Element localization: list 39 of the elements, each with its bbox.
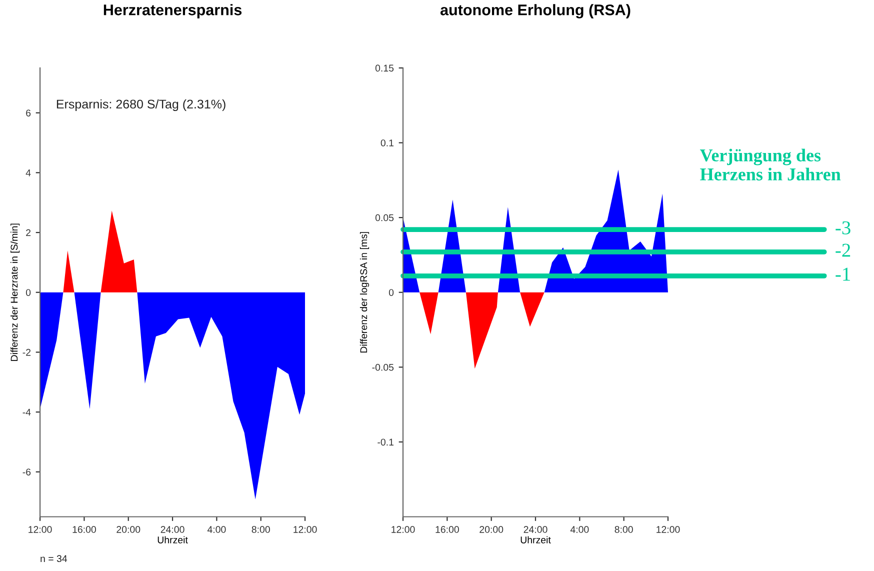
x-tick-label: 16:00 (436, 526, 459, 533)
annotation: Ersparnis: 2680 S/Tag (2.31%) (56, 99, 226, 112)
y-axis-title: Differenz der logRSA in [ms] (360, 232, 370, 353)
x-tick-label: 4:00 (570, 526, 589, 533)
text: n = 34 (40, 555, 68, 562)
y-tick-label: 0 (388, 289, 394, 296)
text: -3 (836, 221, 850, 234)
x-tick-label: 12:00 (392, 526, 415, 533)
x-axis-title: Uhrzeit (520, 536, 551, 544)
x-tick-label: 20:00 (480, 526, 504, 533)
text: -2 (836, 244, 850, 257)
x-tick-label: 8:00 (252, 526, 270, 533)
y-tick-label: -0.1 (378, 438, 394, 446)
chart-title: autonome Erholung (RSA) (440, 4, 630, 18)
x-tick-label: 8:00 (614, 526, 633, 533)
y-tick-label: 2 (26, 229, 31, 236)
y-tick-label: 0.1 (380, 139, 394, 146)
y-tick-label: -6 (22, 468, 31, 476)
y-tick-label: 6 (26, 110, 31, 116)
x-tick-label: 12:00 (294, 526, 317, 533)
x-tick-label: 24:00 (160, 526, 184, 533)
chart-title: Herzratenersparnis (104, 4, 242, 18)
x-tick-label: 16:00 (72, 526, 96, 533)
x-axis-title: Uhrzeit (158, 536, 188, 544)
x-tick-label: 12:00 (28, 526, 52, 533)
y-tick-label: 0.15 (375, 64, 394, 72)
y-tick-label: -4 (22, 408, 31, 416)
x-tick-label: 4:00 (207, 526, 226, 533)
x-tick-label: 24:00 (524, 526, 548, 533)
text: -1 (836, 268, 850, 281)
x-tick-label: 20:00 (116, 526, 140, 533)
x-tick-label: 12:00 (656, 526, 680, 533)
y-tick-label: -0.05 (372, 364, 394, 371)
y-axis-title: Differenz der Herzrate in [S/min] (10, 224, 20, 361)
y-tick-label: 4 (26, 170, 31, 176)
y-tick-label: 0 (26, 289, 31, 296)
y-tick-label: 0.05 (375, 214, 394, 222)
text: Verjüngung des Herzens in Jahren (700, 148, 841, 180)
y-tick-label: -2 (22, 348, 31, 356)
